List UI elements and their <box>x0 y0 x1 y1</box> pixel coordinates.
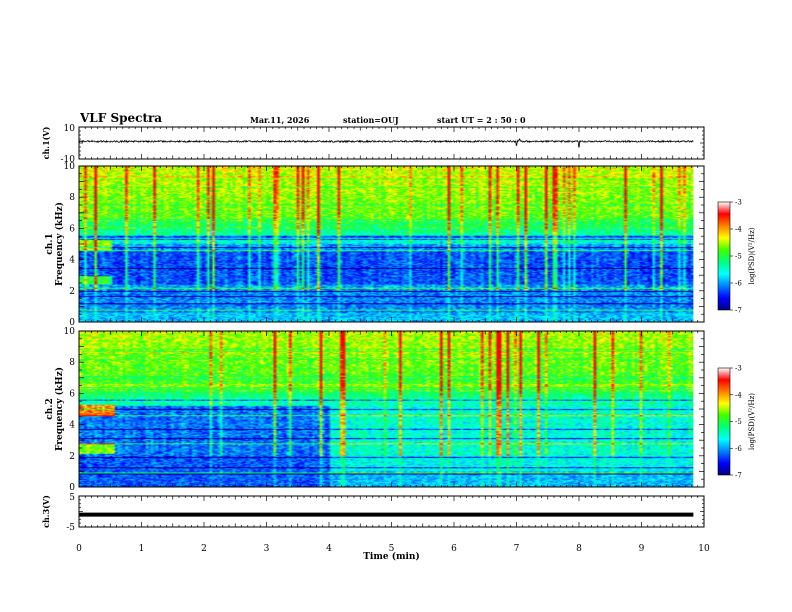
x-tick-label: 9 <box>639 544 645 554</box>
x-tick-label: 7 <box>514 544 520 554</box>
x-tick-label: 0 <box>76 544 82 554</box>
date-label: Mar.11, 2026 <box>250 115 310 125</box>
ch1-spectrogram-colorbar-tick: -3 <box>735 199 742 207</box>
ch1-spectrogram-y-tick-label: 6 <box>69 224 75 234</box>
x-tick-label: 2 <box>201 544 207 554</box>
ch1-spectrogram-colorbar-tick: -4 <box>735 226 742 234</box>
x-tick-label: 5 <box>389 544 395 554</box>
ch1-spectrogram-colorbar-tick: -5 <box>735 253 742 261</box>
ch2-spectrogram-image <box>79 331 694 487</box>
ch2-spectrogram-colorbar-label: log(PSD)(V²/Hz) <box>748 393 756 450</box>
x-tick-label: 10 <box>698 544 710 554</box>
chart-title: VLF Spectra <box>80 111 163 125</box>
ch1-spectrogram-colorbar-tick: -7 <box>735 307 742 315</box>
ch2-spectrogram-y-tick-label: 8 <box>69 358 75 368</box>
ch1-spectrogram-colorbar <box>717 201 731 311</box>
ch1-waveform-y-tick-top: 10 <box>64 124 76 134</box>
ch1-spectrogram-y-tick-label: 10 <box>64 162 76 172</box>
ch2-spectrogram-y-tick-label: 2 <box>69 452 75 462</box>
ch3-waveform-y-tick-top: 5 <box>69 493 75 503</box>
x-axis-label: Time (min) <box>363 551 420 562</box>
ch3-waveform-y-tick-bottom: -5 <box>66 523 75 533</box>
ch1-waveform-y-tick-bottom: -10 <box>61 155 76 165</box>
ch1-spectrogram-colorbar-label: log(PSD)(V²/Hz) <box>748 227 756 284</box>
ch1-spectrogram-y-tick-label: 4 <box>69 256 75 266</box>
ch1-spectrogram-y-tick-label: 8 <box>69 193 75 203</box>
ch1-spectrogram-image <box>79 166 694 322</box>
ch2-spectrogram-y-tick-label: 4 <box>69 421 75 431</box>
ch2-spectrogram-colorbar-tick: -4 <box>735 391 742 399</box>
ch2-spectrogram-y-tick-label: 6 <box>69 389 75 399</box>
station-label: station=OUJ <box>343 115 399 125</box>
ch1-spectrogram-y-tick-label: 0 <box>69 318 75 328</box>
x-tick-label: 4 <box>326 544 332 554</box>
x-tick-label: 1 <box>139 544 145 554</box>
ch2-spectrogram-y-label: ch.2Frequency (kHz) <box>45 367 65 451</box>
ch2-spectrogram-colorbar-tick: -7 <box>735 472 742 480</box>
ch2-spectrogram-colorbar-tick: -6 <box>735 445 742 453</box>
x-tick-label: 6 <box>451 544 457 554</box>
ch1-spectrogram-colorbar-tick: -6 <box>735 280 742 288</box>
ch2-spectrogram-colorbar-tick: -3 <box>735 365 742 373</box>
ch3-waveform-y-label: ch.3(V) <box>41 495 51 528</box>
start-time-label: start UT = 2 : 50 : 0 <box>437 115 526 125</box>
ch2-spectrogram-colorbar <box>717 367 731 476</box>
ch2-spectrogram-y-tick-label: 10 <box>64 327 76 337</box>
ch1-waveform-y-label: ch.1(V) <box>41 126 51 159</box>
ch2-spectrogram-colorbar-tick: -5 <box>735 418 742 426</box>
ch1-waveform-line <box>78 138 694 148</box>
x-tick-label: 8 <box>576 544 582 554</box>
ch1-spectrogram-y-label: ch.1Frequency (kHz) <box>45 202 65 286</box>
x-tick-label: 3 <box>264 544 270 554</box>
ch1-spectrogram-y-tick-label: 2 <box>69 287 75 297</box>
ch2-spectrogram-y-tick-label: 0 <box>69 483 75 493</box>
